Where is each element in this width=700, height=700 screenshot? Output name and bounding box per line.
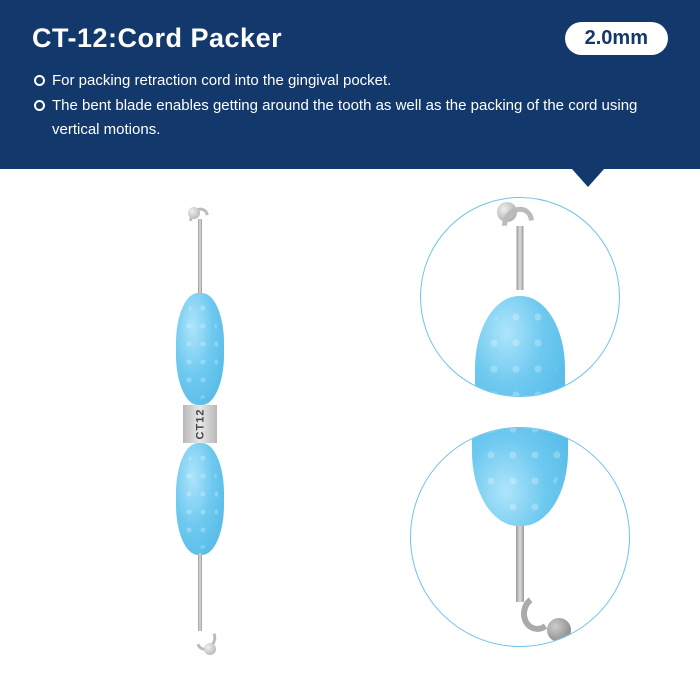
header-top-row: CT-12:Cord Packer 2.0mm	[32, 22, 668, 55]
zoom-top-shaft	[517, 226, 524, 290]
instrument-illustration: CT12	[170, 201, 230, 661]
callout-circle-bottom	[410, 427, 630, 647]
feature-bullet: The bent blade enables getting around th…	[32, 94, 668, 141]
callout-circle-top	[420, 197, 620, 397]
instrument-top-shaft	[198, 219, 202, 295]
instrument-model-code: CT12	[194, 408, 206, 439]
callout-dot-icon	[433, 616, 443, 626]
callout-dot-icon	[420, 258, 426, 268]
feature-bullets: For packing retraction cord into the gin…	[32, 69, 668, 141]
content-area: CT12	[0, 169, 700, 697]
feature-bullet: For packing retraction cord into the gin…	[32, 69, 668, 92]
instrument-top-tip	[188, 207, 200, 219]
size-badge: 2.0mm	[565, 22, 668, 55]
instrument-handle-bottom	[176, 443, 224, 555]
zoom-bottom-tip	[547, 618, 571, 642]
zoom-top-handle	[475, 296, 565, 397]
instrument-bottom-tip	[204, 643, 216, 655]
zoom-bottom-shaft	[516, 526, 524, 602]
instrument-handle-top	[176, 293, 224, 405]
instrument-band: CT12	[183, 405, 217, 443]
instrument-bottom-shaft	[198, 553, 202, 631]
product-title: CT-12:Cord Packer	[32, 23, 282, 54]
header-banner: CT-12:Cord Packer 2.0mm For packing retr…	[0, 0, 700, 169]
zoom-bottom-handle	[472, 427, 568, 526]
